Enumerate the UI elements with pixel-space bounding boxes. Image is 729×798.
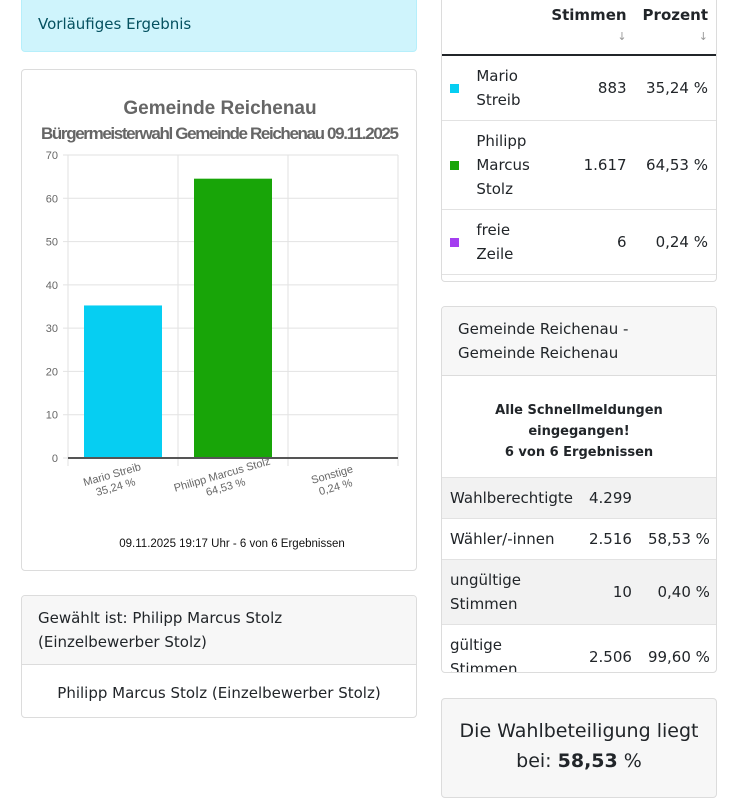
color-swatch-icon [450, 238, 459, 247]
stats-percent: 99,60 % [639, 624, 716, 672]
status-message: Alle Schnellmeldungen eingegangen! 6 von 6… [442, 376, 716, 478]
stats-card: Gemeinde Reichenau - Gemeinde Reichenau … [441, 306, 717, 673]
y-tick-label: 20 [46, 366, 58, 378]
preliminary-result-alert: Vorläufiges Ergebnis [21, 0, 417, 52]
turnout-text: Die Wahlbeteiligung liegt bei: [459, 720, 699, 772]
stats-label: Wahlberechtigte [442, 478, 581, 519]
stats-percent [639, 478, 716, 519]
x-tick-label: Sonstige0,24 % [310, 463, 358, 499]
y-tick-label: 0 [52, 453, 58, 465]
y-tick-label: 70 [46, 150, 58, 162]
elected-header: Gewählt ist: Philipp Marcus Stolz (Einze… [22, 596, 416, 665]
stats-row: Wähler/-innen 2.516 58,53 % [442, 518, 716, 560]
turnout-unit: % [623, 750, 642, 772]
results-table: Stimmen ↓ Prozent ↓ Mario Streib 883 35,24… [442, 0, 716, 275]
result-row: Mario Streib 883 35,24 % [442, 55, 716, 121]
stats-label: ungültige Stimmen [442, 559, 581, 625]
elected-card: Gewählt ist: Philipp Marcus Stolz (Einze… [21, 595, 417, 718]
result-row: Philipp Marcus Stolz 1.617 64,53 % [442, 120, 716, 210]
x-tick-label: Philipp Marcus Stolz64,53 % [173, 456, 276, 508]
percent-column-header[interactable]: Prozent ↓ [634, 0, 716, 56]
bar [194, 178, 272, 458]
sort-arrow-icon: ↓ [698, 30, 708, 43]
percent-value: 64,53 % [634, 120, 716, 210]
votes-column-header[interactable]: Stimmen ↓ [543, 0, 635, 56]
percent-value: 35,24 % [634, 55, 716, 121]
chart-card: Gemeinde Reichenau Bürgermeisterwahl Geme… [21, 69, 417, 571]
stats-row: Wahlberechtigte 4.299 [442, 478, 716, 519]
y-tick-label: 50 [46, 237, 58, 249]
color-swatch-icon [450, 84, 459, 93]
votes-value: 883 [543, 55, 635, 121]
y-tick-label: 40 [46, 280, 58, 292]
chart-subtitle: Bürgermeisterwahl Gemeinde Reichenau 09.… [41, 124, 399, 143]
elected-name: Philipp Marcus Stolz (Einzelbewerber Sto… [57, 684, 381, 702]
stats-value: 2.516 [581, 518, 640, 560]
percent-value: 0,24 % [634, 209, 716, 275]
stats-row: gültige Stimmen 2.506 99,60 % [442, 624, 716, 672]
stats-label: Wähler/-innen [442, 518, 581, 560]
votes-value: 6 [543, 209, 635, 275]
color-swatch-icon [450, 161, 459, 170]
chart-footer: 09.11.2025 19:17 Uhr - 6 von 6 Ergebniss… [119, 538, 344, 550]
stats-value: 4.299 [581, 478, 640, 519]
candidate-name: freie Zeile [468, 209, 544, 275]
stats-header: Gemeinde Reichenau - Gemeinde Reichenau [442, 307, 716, 376]
stats-row: ungültige Stimmen 10 0,40 % [442, 559, 716, 625]
results-table-card: Stimmen ↓ Prozent ↓ Mario Streib 883 35,24… [441, 0, 717, 282]
stats-label: gültige Stimmen [442, 624, 581, 672]
candidate-name: Mario Streib [468, 55, 544, 121]
alert-text: Vorläufiges Ergebnis [38, 15, 192, 33]
stats-value: 2.506 [581, 624, 640, 672]
y-tick-label: 30 [46, 323, 58, 335]
sort-arrow-icon: ↓ [617, 30, 627, 43]
stats-value: 10 [581, 559, 640, 625]
turnout-value: 58,53 [557, 750, 618, 772]
x-tick-label: Mario Streib35,24 % [82, 461, 146, 501]
stats-percent: 58,53 % [639, 518, 716, 560]
bar-chart: Gemeinde Reichenau Bürgermeisterwahl Geme… [41, 98, 399, 550]
stats-percent: 0,40 % [639, 559, 716, 625]
y-tick-label: 10 [46, 410, 58, 422]
y-tick-label: 60 [46, 193, 58, 205]
votes-value: 1.617 [543, 120, 635, 210]
result-row: freie Zeile 6 0,24 % [442, 209, 716, 275]
candidate-name: Philipp Marcus Stolz [468, 120, 544, 210]
turnout-card: Die Wahlbeteiligung liegt bei: 58,53 % [441, 698, 717, 798]
bar [84, 305, 162, 458]
chart-title: Gemeinde Reichenau [123, 98, 316, 119]
